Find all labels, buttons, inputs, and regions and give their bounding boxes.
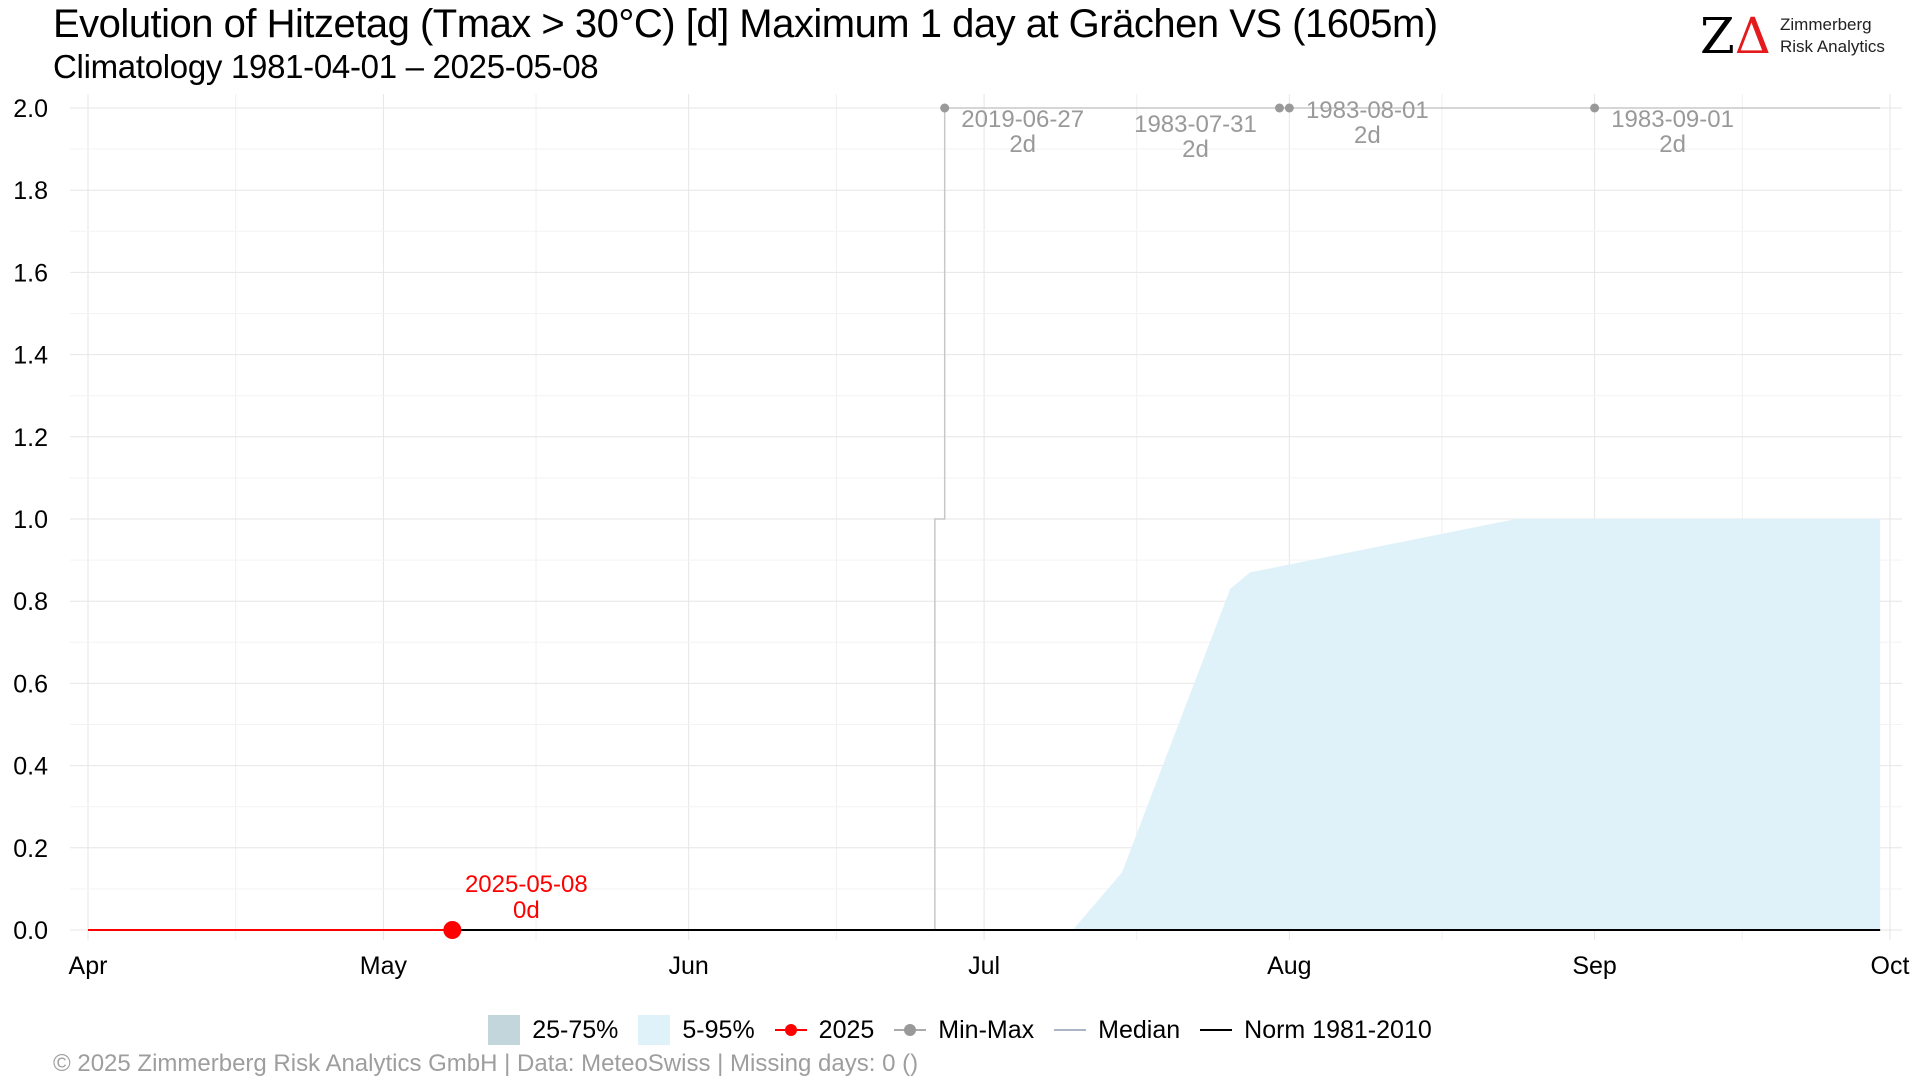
current-label-date: 2025-05-08 (465, 871, 588, 898)
y-tick-label: 0.8 (13, 588, 48, 616)
record-label-date: 1983-08-01 (1306, 97, 1429, 124)
record-point (940, 103, 950, 113)
logo-text-line1: Zimmerberg (1780, 15, 1872, 34)
legend-item-median: Median (1054, 1015, 1180, 1045)
company-logo: ZΔ Zimmerberg Risk Analytics (1700, 8, 1900, 64)
legend-label-2025: 2025 (818, 1015, 875, 1044)
legend-symbol-2025 (774, 1015, 807, 1045)
legend-item-25-75: 25-75% (488, 1015, 618, 1045)
legend-swatch-5-95 (638, 1015, 671, 1045)
x-tick-label: Jul (968, 952, 1000, 980)
legend-label-median: Median (1098, 1015, 1181, 1044)
legend-symbol-norm (1200, 1015, 1233, 1045)
chart-legend: 25-75% 5-95% 2025 Min-Max Median Norm 19… (0, 1010, 1920, 1050)
y-tick-label: 0.0 (13, 917, 48, 945)
chart-subtitle: Climatology 1981-04-01 – 2025-05-08 (53, 48, 599, 85)
x-tick-label: Jun (669, 952, 709, 980)
logo-text: Zimmerberg Risk Analytics (1780, 14, 1885, 58)
chart-plot: 2019-06-272d1983-07-312d1983-08-012d1983… (13, 94, 1910, 980)
record-label-value: 2d (1182, 136, 1209, 163)
x-tick-label: Apr (69, 952, 108, 980)
y-tick-label: 0.2 (13, 835, 48, 863)
legend-item-5-95: 5-95% (638, 1015, 755, 1045)
y-tick-label: 1.8 (13, 177, 48, 205)
y-tick-label: 1.6 (13, 259, 48, 287)
current-label-value: 0d (513, 897, 540, 924)
y-tick-label: 1.0 (13, 506, 48, 534)
y-tick-label: 0.4 (13, 753, 48, 781)
legend-label-25-75: 25-75% (532, 1015, 619, 1044)
logo-delta: Δ (1734, 7, 1771, 65)
legend-label-5-95: 5-95% (682, 1015, 755, 1044)
x-tick-label: Sep (1572, 952, 1616, 980)
logo-mark: ZΔ (1700, 8, 1771, 64)
legend-symbol-minmax (894, 1015, 927, 1045)
record-label-value: 2d (1009, 131, 1036, 158)
y-tick-label: 0.6 (13, 670, 48, 698)
legend-item-minmax: Min-Max (894, 1015, 1034, 1045)
y-tick-label: 1.4 (13, 342, 48, 370)
record-label-date: 2019-06-27 (961, 106, 1084, 133)
legend-symbol-median (1054, 1015, 1087, 1045)
record-point (1284, 103, 1294, 113)
legend-swatch-25-75 (488, 1015, 521, 1045)
legend-item-2025: 2025 (774, 1015, 875, 1045)
record-label-date: 1983-07-31 (1134, 111, 1257, 138)
x-tick-label: Oct (1871, 952, 1910, 980)
logo-text-line2: Risk Analytics (1780, 37, 1885, 56)
record-point (1590, 103, 1600, 113)
chart-title: Evolution of Hitzetag (Tmax > 30°C) [d] … (53, 2, 1438, 46)
footer-credits: © 2025 Zimmerberg Risk Analytics GmbH | … (53, 1050, 919, 1077)
legend-label-minmax: Min-Max (938, 1015, 1035, 1044)
x-tick-label: Aug (1267, 952, 1311, 980)
logo-z: Z (1700, 7, 1735, 65)
record-label-value: 2d (1659, 131, 1686, 158)
record-label-date: 1983-09-01 (1611, 106, 1734, 133)
current-point (443, 921, 462, 939)
record-label-value: 2d (1354, 122, 1381, 149)
y-tick-label: 1.2 (13, 424, 48, 452)
x-tick-label: May (360, 952, 408, 980)
record-point (1274, 103, 1284, 113)
legend-item-norm: Norm 1981-2010 (1200, 1015, 1432, 1045)
band-5-95 (88, 519, 1881, 930)
y-tick-label: 2.0 (13, 95, 48, 123)
legend-label-norm: Norm 1981-2010 (1244, 1015, 1432, 1044)
